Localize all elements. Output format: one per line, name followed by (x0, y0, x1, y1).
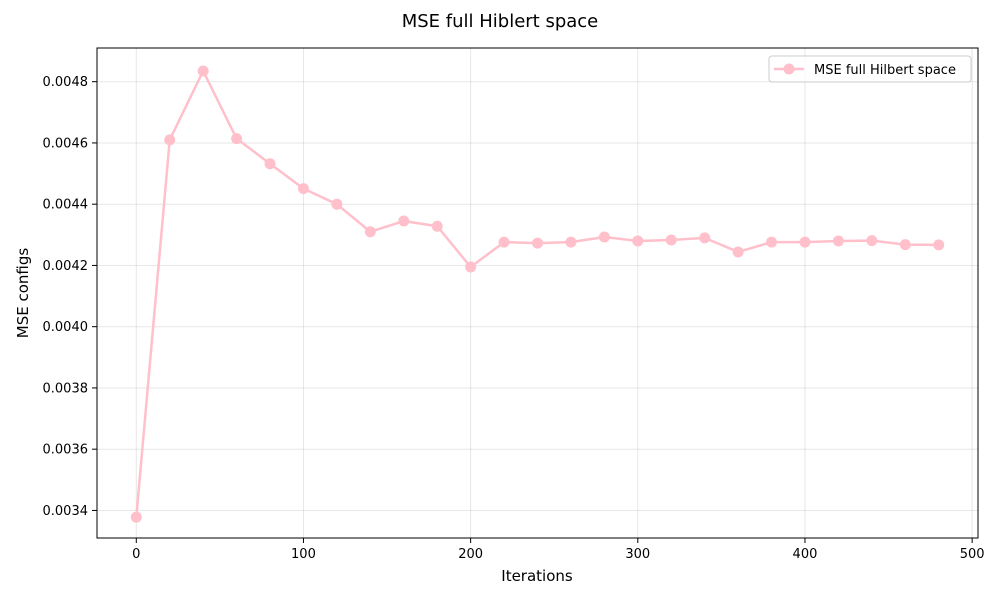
data-point (264, 158, 276, 170)
data-point (832, 235, 844, 247)
data-point (498, 236, 510, 248)
data-point (465, 261, 477, 273)
data-point (164, 134, 176, 146)
data-point (364, 226, 376, 238)
grid-lines (97, 48, 978, 538)
x-axis-label: Iterations (501, 567, 573, 585)
x-tick-label: 300 (625, 547, 650, 562)
legend-box (768, 55, 972, 83)
data-point (766, 236, 778, 248)
data-point (130, 511, 142, 523)
data-point (866, 235, 878, 247)
x-tick-label: 500 (960, 547, 985, 562)
data-point (799, 236, 811, 248)
y-tick-label: 0.0034 (43, 504, 89, 519)
y-tick-label: 0.0048 (43, 75, 89, 90)
data-point (331, 198, 343, 210)
data-point (565, 236, 577, 248)
data-point (665, 234, 677, 246)
y-axis-label: MSE configs (14, 248, 32, 339)
data-point (899, 239, 911, 251)
data-point (699, 232, 711, 244)
legend-marker (783, 63, 795, 75)
series-layer (130, 65, 945, 523)
data-point (431, 220, 443, 232)
x-tick-label: 0 (132, 547, 140, 562)
y-tick-label: 0.0042 (43, 259, 89, 274)
data-point (398, 215, 410, 227)
data-point (632, 235, 644, 247)
x-tick-label: 100 (291, 547, 316, 562)
data-point (933, 239, 945, 251)
y-tick-label: 0.0036 (43, 443, 89, 458)
y-tick-label: 0.0040 (43, 320, 89, 335)
chart-title: MSE full Hiblert space (402, 11, 599, 32)
x-tick-label: 200 (458, 547, 483, 562)
y-tick-label: 0.0046 (43, 136, 89, 151)
axis-ticks: 0 100 200 300 400 500 0.0034 0.0036 0.0038 0.0040… (43, 75, 985, 562)
legend: MSE full Hilbert space (768, 55, 972, 83)
y-tick-label: 0.0038 (43, 381, 89, 396)
data-point (297, 183, 309, 195)
x-tick-label: 400 (793, 547, 818, 562)
data-point (732, 246, 744, 258)
y-tick-label: 0.0044 (43, 198, 89, 213)
data-point (231, 133, 243, 145)
data-point (532, 237, 543, 249)
legend-label: MSE full Hilbert space (814, 63, 956, 78)
data-point (598, 231, 610, 243)
data-point (197, 65, 209, 77)
plot-area-frame (96, 47, 979, 539)
